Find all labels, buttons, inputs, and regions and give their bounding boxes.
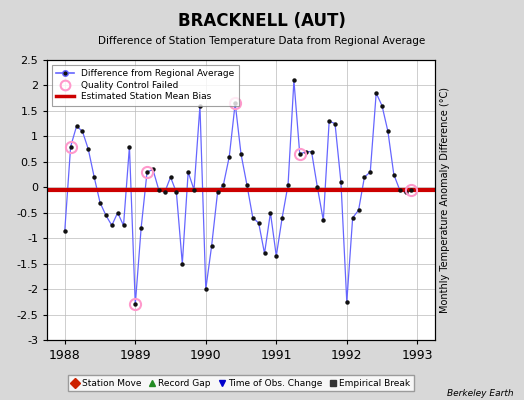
Legend: Difference from Regional Average, Quality Control Failed, Estimated Station Mean: Difference from Regional Average, Qualit…: [52, 64, 239, 106]
Y-axis label: Monthly Temperature Anomaly Difference (°C): Monthly Temperature Anomaly Difference (…: [441, 87, 451, 313]
Text: BRACKNELL (AUT): BRACKNELL (AUT): [178, 12, 346, 30]
Text: Berkeley Earth: Berkeley Earth: [447, 389, 514, 398]
Text: Difference of Station Temperature Data from Regional Average: Difference of Station Temperature Data f…: [99, 36, 425, 46]
Legend: Station Move, Record Gap, Time of Obs. Change, Empirical Break: Station Move, Record Gap, Time of Obs. C…: [68, 375, 414, 392]
